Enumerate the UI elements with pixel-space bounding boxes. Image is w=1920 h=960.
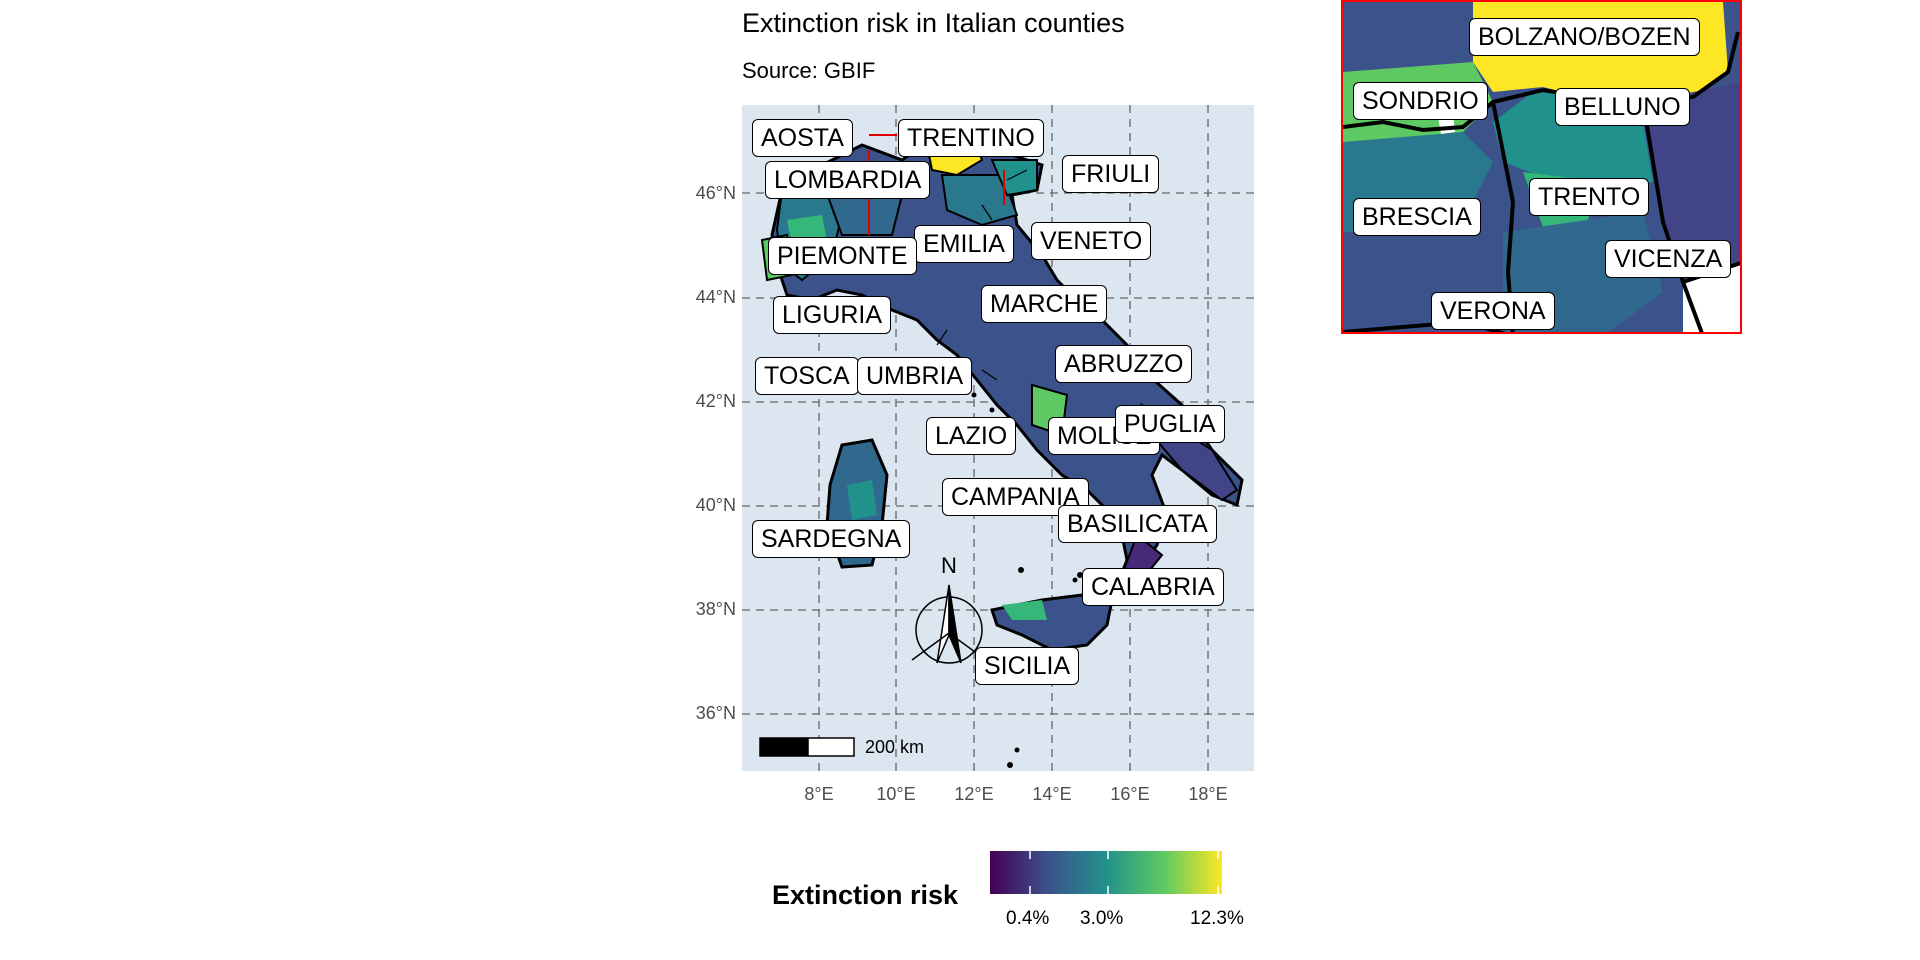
sicily-patch <box>1002 600 1047 620</box>
inset-map: BOLZANO/BOZEN SONDRIO BELLUNO BRESCIA TR… <box>1341 0 1742 334</box>
north-arrow-label: N <box>941 553 957 578</box>
label-piemonte: PIEMONTE <box>768 237 917 275</box>
x-tick-10: 10°E <box>876 784 916 804</box>
y-tick-38: 38°N <box>695 599 736 619</box>
legend-title: Extinction risk <box>772 880 959 910</box>
label-friuli: FRIULI <box>1062 155 1160 193</box>
colorbar-ticks <box>1029 851 1219 894</box>
label-calabria: CALABRIA <box>1082 568 1224 606</box>
legend-label-mid: 3.0% <box>1080 908 1124 929</box>
map-subtitle: Source: GBIF <box>742 58 876 83</box>
label-emilia: EMILIA <box>914 225 1014 263</box>
label-liguria: LIGURIA <box>773 296 892 334</box>
map-panel: N 200 km AOSTA TRENTINO LOMBARDIA FRIULI… <box>742 105 1254 771</box>
x-tick-8: 8°E <box>804 784 834 804</box>
y-tick-36: 36°N <box>695 703 736 723</box>
inset-label-verona: VERONA <box>1431 292 1555 330</box>
y-tick-46: 46°N <box>695 183 736 203</box>
y-tick-44: 44°N <box>695 287 736 307</box>
inset-label-sondrio: SONDRIO <box>1353 82 1488 120</box>
label-abruzzo: ABRUZZO <box>1055 345 1193 383</box>
label-lazio: LAZIO <box>926 417 1017 455</box>
inset-label-bolzano: BOLZANO/BOZEN <box>1469 18 1700 56</box>
sardinia-patch <box>847 480 877 520</box>
label-campania: CAMPANIA <box>942 478 1089 516</box>
label-umbria: UMBRIA <box>857 357 973 395</box>
label-veneto: VENETO <box>1031 222 1152 260</box>
label-toscana: TOSCA <box>755 357 859 395</box>
x-tick-14: 14°E <box>1032 784 1072 804</box>
legend-label-min: 0.4% <box>1006 908 1050 929</box>
label-basilicata: BASILICATA <box>1058 505 1217 543</box>
x-tick-12: 12°E <box>954 784 994 804</box>
label-sardegna: SARDEGNA <box>752 520 911 558</box>
y-tick-40: 40°N <box>695 495 736 515</box>
scale-bar-label: 200 km <box>865 737 925 757</box>
inset-label-trento: TRENTO <box>1529 178 1650 216</box>
x-tick-18: 18°E <box>1188 784 1228 804</box>
map-title: Extinction risk in Italian counties <box>742 8 1125 38</box>
inset-label-vicenza: VICENZA <box>1605 240 1732 278</box>
leader-lines <box>936 169 1028 381</box>
region-veneto <box>940 174 1019 227</box>
label-trentino: TRENTINO <box>898 119 1044 157</box>
y-tick-42: 42°N <box>695 391 736 411</box>
inset-label-belluno: BELLUNO <box>1555 88 1690 126</box>
north-arrow <box>911 584 987 664</box>
scale-bar <box>759 737 855 757</box>
label-aosta: AOSTA <box>752 119 853 157</box>
legend-colorbar <box>990 851 1222 894</box>
x-tick-16: 16°E <box>1110 784 1150 804</box>
label-marche: MARCHE <box>981 285 1108 323</box>
label-lombardia: LOMBARDIA <box>765 161 931 199</box>
inset-label-brescia: BRESCIA <box>1353 198 1481 236</box>
label-sicilia: SICILIA <box>975 647 1080 685</box>
legend-label-max: 12.3% <box>1190 908 1244 929</box>
label-puglia: PUGLIA <box>1115 405 1225 443</box>
